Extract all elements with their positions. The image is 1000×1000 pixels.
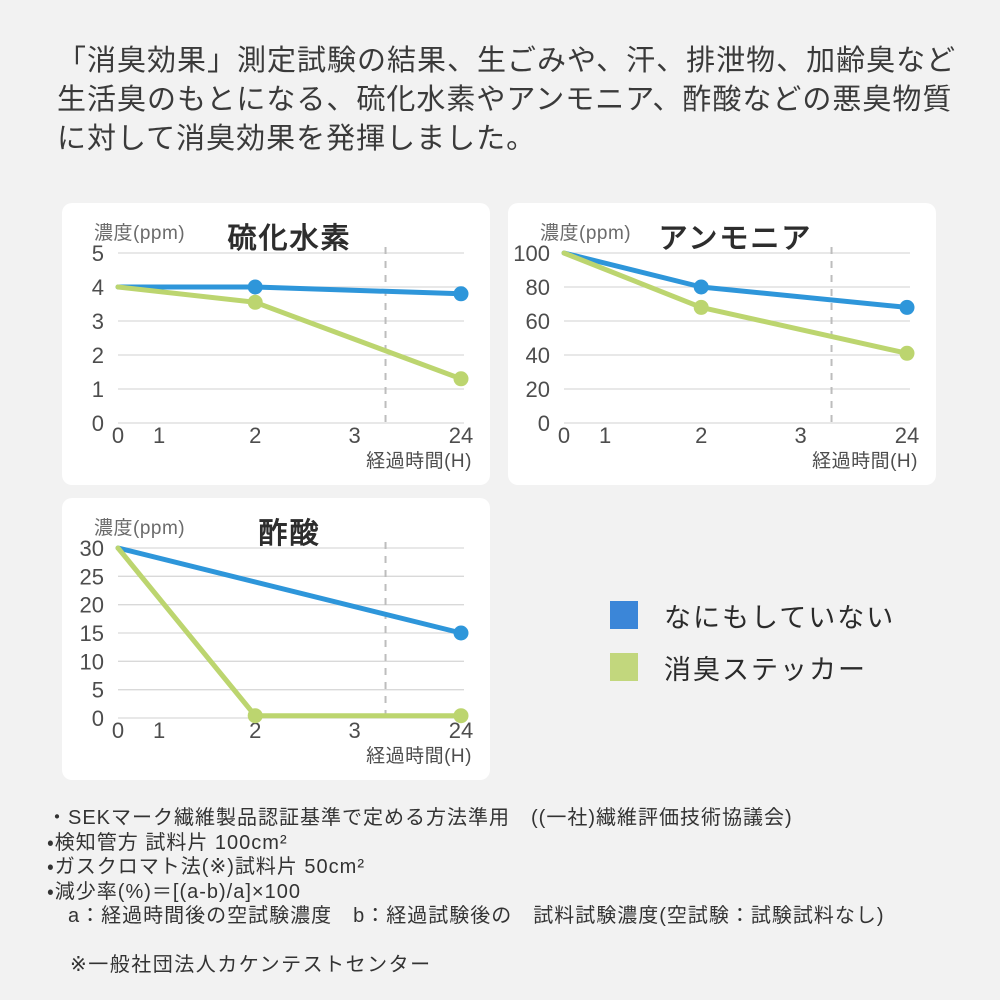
y-tick-label: 3	[92, 309, 104, 334]
y-tick-label: 60	[526, 309, 550, 334]
y-tick-label: 0	[538, 411, 550, 436]
series-line-deodorant-sticker	[115, 284, 464, 382]
test-center-note: ※一般社団法人カケンテストセンター	[70, 954, 432, 976]
y-axis-unit-label: 濃度(ppm)	[94, 518, 186, 539]
x-tick-label: 0	[112, 718, 124, 743]
chart-title-hydrogen-sulfide: 硫化水素	[227, 223, 352, 255]
x-tick-label: 3	[349, 718, 361, 743]
y-tick-label: 0	[92, 706, 104, 731]
x-tick-label: 24	[895, 423, 919, 448]
legend-item-untreated: なにもしていない	[610, 601, 895, 633]
data-point-untreated-2h	[247, 279, 263, 295]
x-axis-title: 経過時間(H)	[366, 746, 472, 767]
footnotes: ・SEKマーク繊維製品認証基準で定める方法準用 ((一社)繊維評価技術協議会) …	[47, 806, 967, 929]
x-tick-label: 1	[153, 423, 165, 448]
x-tick-label: 1	[599, 423, 611, 448]
footnote-line: a：経過時間後の空試験濃度 b：経過試験後の 試料試験濃度(空試験：試験試料なし…	[47, 905, 885, 927]
legend-swatch-untreated	[610, 601, 638, 629]
data-point-deodorant-sticker-24h	[899, 345, 915, 361]
chart-card-hydrogen-sulfide: 濃度(ppm) 硫化水素 5 4 3 2 1 0 0 1 2 3 24 経過時間(H)	[62, 203, 490, 485]
data-point-deodorant-sticker-2h	[247, 294, 263, 310]
legend-label-untreated: なにもしていない	[664, 602, 896, 633]
legend-label-deodorant-sticker: 消臭ステッカー	[664, 654, 867, 685]
x-tick-label: 3	[349, 423, 361, 448]
y-tick-label: 5	[92, 241, 104, 266]
y-tick-label: 20	[526, 377, 550, 402]
footnote-line: ・減少率(%)＝[(a-b)/a]×100	[47, 880, 301, 903]
x-tick-label: 24	[449, 423, 473, 448]
x-tick-label: 0	[112, 423, 124, 448]
data-point-deodorant-sticker-24h	[453, 371, 469, 387]
data-point-untreated-24h	[899, 299, 915, 315]
x-tick-label: 2	[249, 423, 261, 448]
data-point-untreated-2h	[693, 279, 709, 295]
line-chart-ammonia: 100 80 60 40 20 0 0 1 2 3 24	[513, 241, 919, 448]
header-description-text: 「消臭効果」測定試験の結果、生ごみや、汗、排泄物、加齢臭など生活臭のもとになる、…	[57, 45, 957, 155]
y-tick-label: 80	[526, 275, 550, 300]
data-point-deodorant-sticker-2h	[247, 708, 263, 724]
x-tick-label: 1	[153, 718, 165, 743]
x-tick-label: 3	[795, 423, 807, 448]
x-axis-title: 経過時間(H)	[366, 451, 472, 472]
x-tick-label: 0	[558, 423, 570, 448]
footnote-line: ・検知管方 試料片 100cm²	[47, 831, 288, 854]
y-tick-label: 5	[92, 678, 104, 703]
y-tick-label: 25	[80, 564, 104, 589]
legend: なにもしていない 消臭ステッカー	[610, 601, 895, 685]
y-tick-label: 10	[80, 649, 104, 674]
y-tick-label: 0	[92, 411, 104, 436]
y-tick-label: 15	[80, 621, 104, 646]
chart-title-ammonia: アンモニア	[658, 223, 813, 255]
x-axis-title: 経過時間(H)	[812, 451, 918, 472]
chart-title-acetic-acid: 酢酸	[258, 518, 321, 550]
data-point-untreated-24h	[453, 625, 469, 641]
data-point-deodorant-sticker-2h	[693, 299, 709, 315]
x-tick-label: 2	[249, 718, 261, 743]
y-tick-label: 2	[92, 343, 104, 368]
series-line-untreated	[561, 250, 910, 310]
footnote-line: ・ガスクロマト法(※)試料片 50cm²	[47, 856, 366, 878]
y-axis-unit-label: 濃度(ppm)	[540, 223, 632, 244]
y-axis-unit-label: 濃度(ppm)	[94, 223, 186, 244]
y-tick-label: 4	[92, 275, 104, 300]
data-point-deodorant-sticker-24h	[453, 708, 469, 724]
y-tick-label: 40	[526, 343, 550, 368]
y-tick-label: 1	[92, 377, 104, 402]
legend-swatch-deodorant-sticker	[610, 653, 638, 681]
chart-card-ammonia: 濃度(ppm) アンモニア 100 80 60 40 20 0 0 1 2 3 24 経過時間(H)	[508, 203, 936, 485]
legend-item-deodorant-sticker: 消臭ステッカー	[610, 653, 895, 685]
y-tick-label: 30	[80, 536, 104, 561]
y-tick-label: 100	[513, 241, 550, 266]
x-tick-label: 2	[695, 423, 707, 448]
series-line-deodorant-sticker	[115, 545, 464, 719]
y-tick-label: 20	[80, 593, 104, 618]
footnote-line: ・SEKマーク繊維製品認証基準で定める方法準用 ((一社)繊維評価技術協議会)	[47, 807, 793, 829]
chart-card-acetic-acid: 濃度(ppm) 酢酸 30 25 20 15 10 5 0 0 1 2 3 24 経過時間(H)	[62, 498, 490, 780]
series-line-untreated	[115, 545, 464, 636]
data-point-untreated-24h	[453, 286, 469, 302]
